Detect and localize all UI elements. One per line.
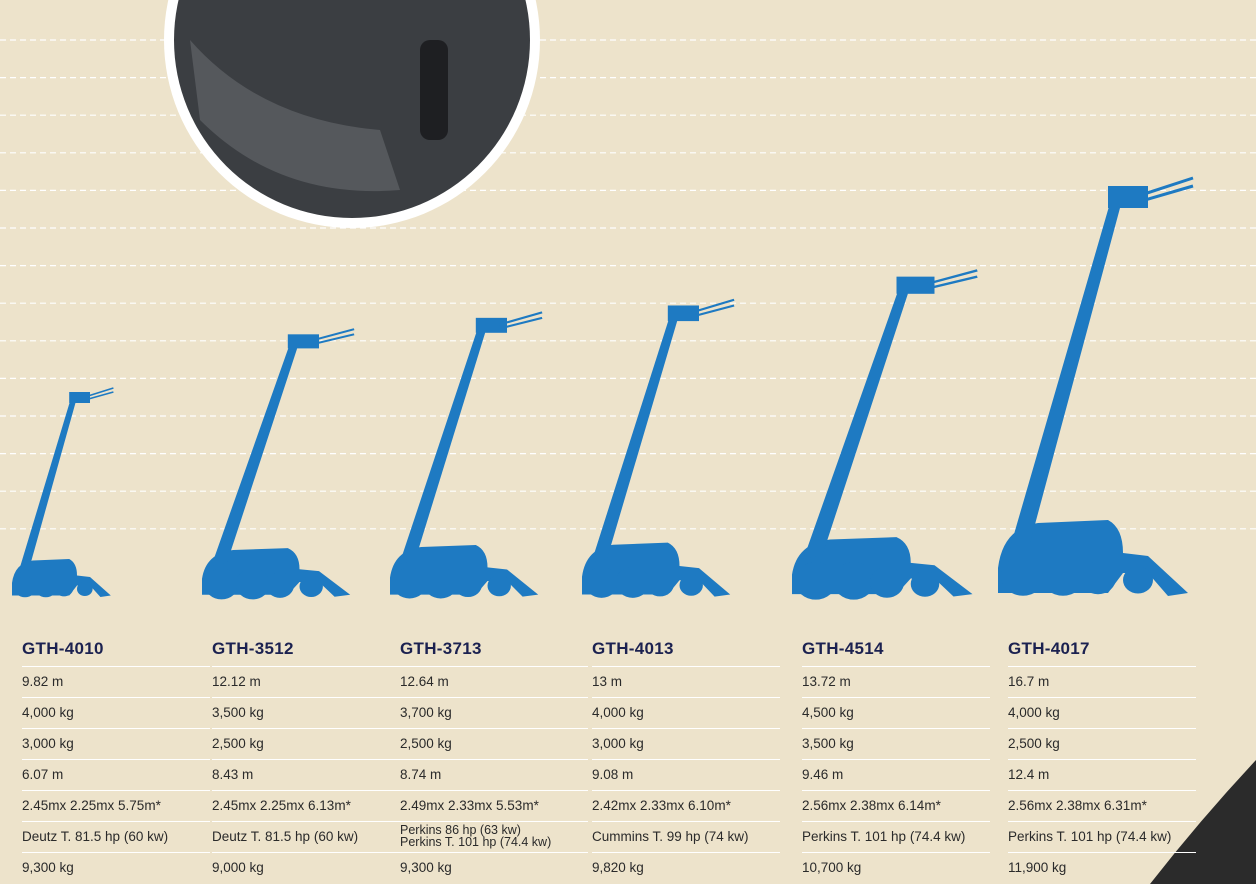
spec-row: 6.07 m [22,759,210,790]
spec-row: 11,900 kg [1008,852,1196,883]
model-column: GTH-401313 m4,000 kg3,000 kg9.08 m2.42mx… [592,632,780,883]
wheel [584,567,618,598]
telehandler [582,300,734,598]
wheel [1080,562,1116,594]
spec-row: 9,820 kg [592,852,780,883]
machines [12,178,1193,600]
wheel [488,575,511,596]
spec-row: 2,500 kg [1008,728,1196,759]
spec-row: 2.45mx 2.25mx 6.13m* [212,790,400,821]
boom-head [668,305,699,321]
wheel [646,571,674,596]
wheel [392,568,426,599]
spec-row: 3,500 kg [802,728,990,759]
spec-row: 16.7 m [1008,666,1196,697]
wheel [833,562,875,600]
telehandler [12,388,113,597]
model-name: GTH-4514 [802,632,990,666]
brochure-page: GTH-40109.82 m4,000 kg3,000 kg6.07 m2.45… [0,0,1256,884]
boom [18,401,75,574]
wheel [870,567,904,598]
boom [1010,203,1120,548]
wheel [204,568,238,599]
wheel [1123,567,1153,594]
boom-head [288,334,319,348]
model-name: GTH-3512 [212,632,400,666]
spec-row: 9,000 kg [212,852,400,883]
telehandler [202,329,354,599]
boom-head [476,318,507,333]
wheel [795,562,837,600]
spec-row: 9.82 m [22,666,210,697]
spec-line: Perkins T. 101 hp (74.4 kw) [400,836,588,848]
boom [803,290,908,559]
spec-row: 9,300 kg [400,852,588,883]
spec-row: 9,300 kg [22,852,210,883]
spec-row: Deutz T. 81.5 hp (60 kw) [212,821,400,852]
wheel [911,571,940,597]
spec-row: 3,500 kg [212,697,400,728]
model-name: GTH-4013 [592,632,780,666]
spec-row: 12.64 m [400,666,588,697]
wheel [14,577,37,598]
wheel [1001,556,1045,596]
telehandler [390,312,542,598]
photo-detail [420,40,448,140]
spec-row: 12.12 m [212,666,400,697]
spec-row: Perkins T. 101 hp (74.4 kw) [802,821,990,852]
spec-row: 10,700 kg [802,852,990,883]
spec-row: 4,000 kg [592,697,780,728]
telehandler [792,270,977,599]
spec-row: 4,000 kg [1008,697,1196,728]
model-name: GTH-4010 [22,632,210,666]
spec-row: 2.49mx 2.33mx 5.53m* [400,790,588,821]
spec-row: 8.43 m [212,759,400,790]
spec-row: 4,500 kg [802,697,990,728]
spec-row: 8.74 m [400,759,588,790]
spec-row: 2.45mx 2.25mx 5.75m* [22,790,210,821]
boom [591,318,677,563]
spec-row: Cummins T. 99 hp (74 kw) [592,821,780,852]
spec-row: 9.46 m [802,759,990,790]
wheel [34,577,57,598]
boom-head [897,277,935,294]
spec-row: 3,700 kg [400,697,588,728]
spec-row: 2,500 kg [212,728,400,759]
wheel [77,582,93,596]
wheel [55,580,74,597]
spec-row: Deutz T. 81.5 hp (60 kw) [22,821,210,852]
spec-row: 13.72 m [802,666,990,697]
model-name: GTH-4017 [1008,632,1196,666]
spec-row: 3,000 kg [22,728,210,759]
wheel [300,576,323,597]
wheel [1041,556,1085,596]
boom-head [69,392,90,403]
spec-row: 2.56mx 2.38mx 6.31m* [1008,790,1196,821]
spec-row: 2.42mx 2.33mx 6.10m* [592,790,780,821]
spec-row: 4,000 kg [22,697,210,728]
model-column: GTH-401716.7 m4,000 kg2,500 kg12.4 m2.56… [1008,632,1196,883]
model-name: GTH-3713 [400,632,588,666]
spec-row: Perkins 86 hp (63 kw)Perkins T. 101 hp (… [400,821,588,852]
spec-row: 12.4 m [1008,759,1196,790]
wheel [266,573,294,598]
wheel [680,575,703,596]
spec-row: 2.56mx 2.38mx 6.14m* [802,790,990,821]
telehandler [998,178,1193,596]
spec-row: 9.08 m [592,759,780,790]
wheel [236,568,270,599]
spec-row: Perkins T. 101 hp (74.4 kw) [1008,821,1196,852]
boom-head [1108,186,1148,208]
wheel [616,567,650,598]
wheel [424,568,458,599]
wheel [454,572,482,597]
spec-row: 3,000 kg [592,728,780,759]
spec-row: 13 m [592,666,780,697]
spec-row: 2,500 kg [400,728,588,759]
